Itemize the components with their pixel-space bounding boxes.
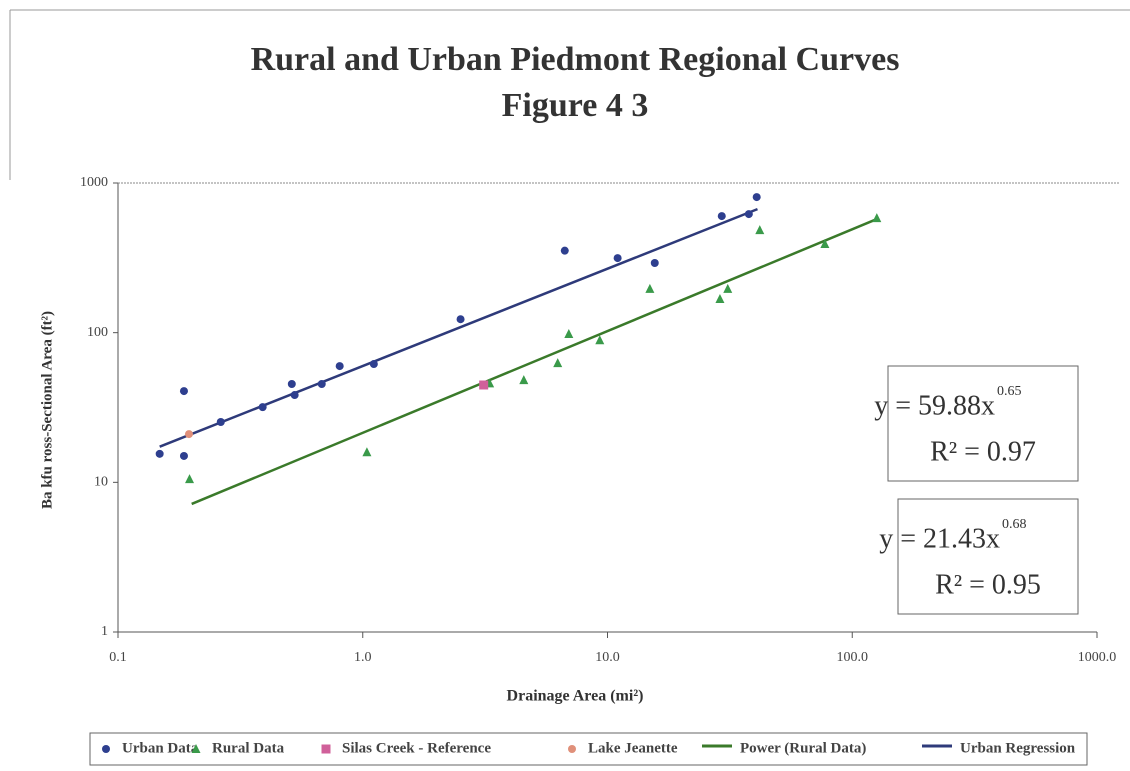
legend-box bbox=[89, 732, 1088, 766]
data-point bbox=[287, 379, 296, 388]
data-point bbox=[519, 375, 529, 385]
frame bbox=[9, 9, 1130, 180]
equation: y = 21.43x bbox=[879, 523, 1000, 554]
x-axis-label: Drainage Area (mi²) bbox=[507, 688, 644, 705]
data-point bbox=[872, 213, 882, 223]
data-point bbox=[369, 360, 378, 369]
equation-exponent: 0.65 bbox=[997, 384, 1022, 399]
x-tick-label: 1.0 bbox=[354, 650, 372, 665]
equation-exponent: 0.68 bbox=[1002, 517, 1027, 532]
data-point bbox=[744, 210, 753, 219]
data-point bbox=[613, 254, 622, 263]
data-point bbox=[185, 474, 195, 484]
data-point bbox=[717, 212, 726, 221]
data-point bbox=[179, 387, 188, 396]
data-point bbox=[258, 403, 267, 412]
data-point bbox=[155, 449, 164, 458]
y-tick-label: 1000 bbox=[80, 175, 108, 190]
legend-swatch bbox=[568, 745, 576, 753]
r-squared: R² = 0.95 bbox=[935, 569, 1041, 600]
x-tick-label: 10.0 bbox=[595, 650, 620, 665]
data-point bbox=[595, 335, 605, 345]
data-point bbox=[820, 239, 830, 249]
x-tick-label: 1000.0 bbox=[1078, 650, 1117, 665]
legend-label: Lake Jeanette bbox=[588, 740, 678, 756]
data-point bbox=[335, 362, 344, 371]
equation: y = 59.88x bbox=[874, 390, 995, 421]
r-squared: R² = 0.97 bbox=[930, 436, 1036, 467]
regression-line bbox=[191, 217, 878, 506]
legend-label: Silas Creek - Reference bbox=[342, 740, 491, 756]
chart-title: Rural and Urban Piedmont Regional Curves bbox=[251, 41, 900, 78]
y-tick-label: 1 bbox=[101, 624, 108, 639]
x-tick-label: 0.1 bbox=[109, 650, 127, 665]
data-point bbox=[179, 451, 188, 460]
legend-swatch bbox=[191, 744, 201, 753]
y-axis-label: Ba kfu ross-Sectional Area (ft²) bbox=[39, 311, 55, 509]
data-point bbox=[317, 379, 326, 388]
data-point bbox=[290, 391, 299, 400]
legend-label: Urban Data bbox=[122, 740, 199, 756]
legend-label: Power (Rural Data) bbox=[740, 740, 866, 756]
data-point bbox=[723, 283, 733, 293]
data-point bbox=[560, 246, 569, 255]
data-point bbox=[564, 328, 574, 338]
legend-swatch bbox=[321, 744, 331, 754]
data-point bbox=[553, 358, 563, 368]
data-point bbox=[184, 430, 193, 439]
data-point bbox=[479, 380, 489, 390]
data-point bbox=[216, 417, 225, 426]
y-tick-label: 10 bbox=[94, 475, 108, 490]
data-point bbox=[650, 259, 659, 268]
rural-equation-box bbox=[897, 498, 1079, 615]
data-point bbox=[456, 315, 465, 324]
data-point bbox=[362, 447, 372, 457]
y-tick-label: 100 bbox=[87, 325, 108, 340]
data-point bbox=[715, 293, 725, 303]
chart-subtitle: Figure 4 3 bbox=[502, 87, 649, 124]
data-point bbox=[645, 283, 655, 293]
urban-equation-box bbox=[887, 365, 1079, 482]
data-point bbox=[752, 193, 761, 202]
legend-swatch bbox=[102, 745, 110, 753]
legend-label: Urban Regression bbox=[960, 740, 1076, 756]
legend-label: Rural Data bbox=[212, 740, 285, 756]
data-point bbox=[755, 225, 765, 235]
x-tick-label: 100.0 bbox=[837, 650, 869, 665]
